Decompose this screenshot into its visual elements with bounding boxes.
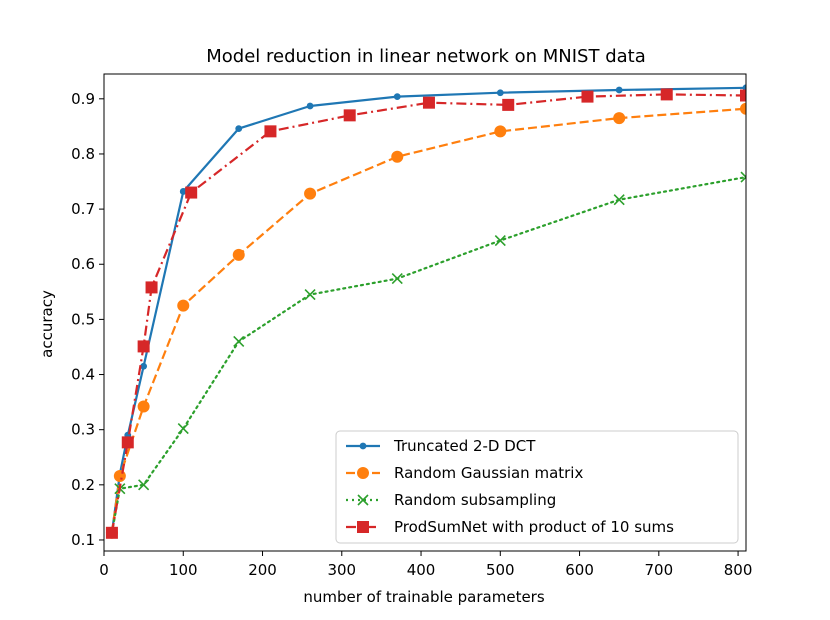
data-point (422, 96, 435, 109)
legend-label-3: Random subsampling (394, 491, 556, 509)
data-point (185, 186, 198, 199)
legend-marker-2 (357, 467, 369, 479)
data-point (343, 109, 356, 122)
x-tick-label: 400 (407, 561, 436, 579)
data-point (306, 102, 314, 110)
series-group (105, 84, 746, 539)
y-tick-label: 0.1 (71, 531, 95, 549)
y-tick-label: 0.3 (71, 421, 95, 439)
data-point (177, 299, 190, 312)
data-point (742, 84, 746, 92)
x-tick-label: 0 (99, 561, 109, 579)
data-point (393, 93, 401, 101)
y-tick-label: 0.2 (71, 476, 95, 494)
x-tick-label: 600 (565, 561, 594, 579)
legend-marker-1 (359, 442, 367, 450)
data-point (232, 248, 245, 261)
legend-box (335, 430, 739, 544)
data-point (660, 88, 673, 101)
data-point (235, 125, 243, 132)
data-point (502, 98, 515, 111)
x-tick-label: 100 (169, 561, 198, 579)
plot-area (103, 73, 747, 552)
series-line-4 (110, 93, 746, 533)
series-line-3 (110, 176, 746, 534)
y-axis-label: accuracy (38, 290, 56, 358)
legend-label-1: Truncated 2-D DCT (393, 437, 536, 455)
data-point (113, 470, 126, 483)
data-point (494, 125, 507, 138)
x-tick-label: 300 (327, 561, 356, 579)
data-point (138, 479, 150, 491)
data-point (304, 289, 316, 301)
data-point (121, 436, 134, 449)
y-tick-label: 0.6 (71, 255, 95, 273)
data-point (304, 187, 317, 200)
data-point (140, 362, 148, 370)
x-tick-label: 700 (644, 561, 673, 579)
x-axis-label: number of trainable parameters (303, 588, 545, 606)
data-point (581, 90, 594, 103)
y-tick-label: 0.9 (71, 90, 95, 108)
y-tick-label: 0.7 (71, 200, 95, 218)
data-point (179, 188, 187, 195)
data-point (615, 86, 623, 94)
data-point (494, 234, 506, 247)
data-point (613, 112, 626, 125)
x-tick-label: 800 (724, 561, 753, 579)
y-tick-label: 0.5 (71, 310, 95, 328)
y-tick-label: 0.4 (71, 366, 95, 384)
legend: Truncated 2-D DCT Random Gaussian matrix R… (335, 430, 739, 544)
legend-marker-3 (357, 494, 369, 506)
x-tick-label: 200 (248, 561, 277, 579)
data-point (233, 335, 245, 348)
data-point (145, 281, 158, 294)
axis-ticks: 0 100 200 300 400 500 600 700 800 0.1 0.2 0.3 0.4 0.5… (71, 90, 752, 579)
y-tick-label: 0.8 (71, 145, 95, 163)
legend-marker-4 (357, 521, 369, 533)
data-point (391, 150, 404, 163)
data-point (105, 526, 118, 539)
data-point (137, 400, 150, 413)
data-point (740, 171, 746, 183)
data-point (137, 340, 150, 353)
data-point (740, 102, 746, 115)
axes-frame (103, 73, 747, 552)
data-point (264, 125, 277, 138)
data-point (391, 273, 403, 285)
legend-label-4: ProdSumNet with product of 10 sums (394, 518, 674, 536)
data-point (177, 423, 189, 435)
series-4 (105, 88, 746, 539)
chart-title: Model reduction in linear network on MNI… (206, 46, 646, 67)
data-point (613, 194, 625, 206)
data-point (496, 89, 504, 97)
x-tick-label: 500 (486, 561, 515, 579)
legend-label-2: Random Gaussian matrix (394, 464, 583, 482)
data-point (740, 89, 746, 102)
